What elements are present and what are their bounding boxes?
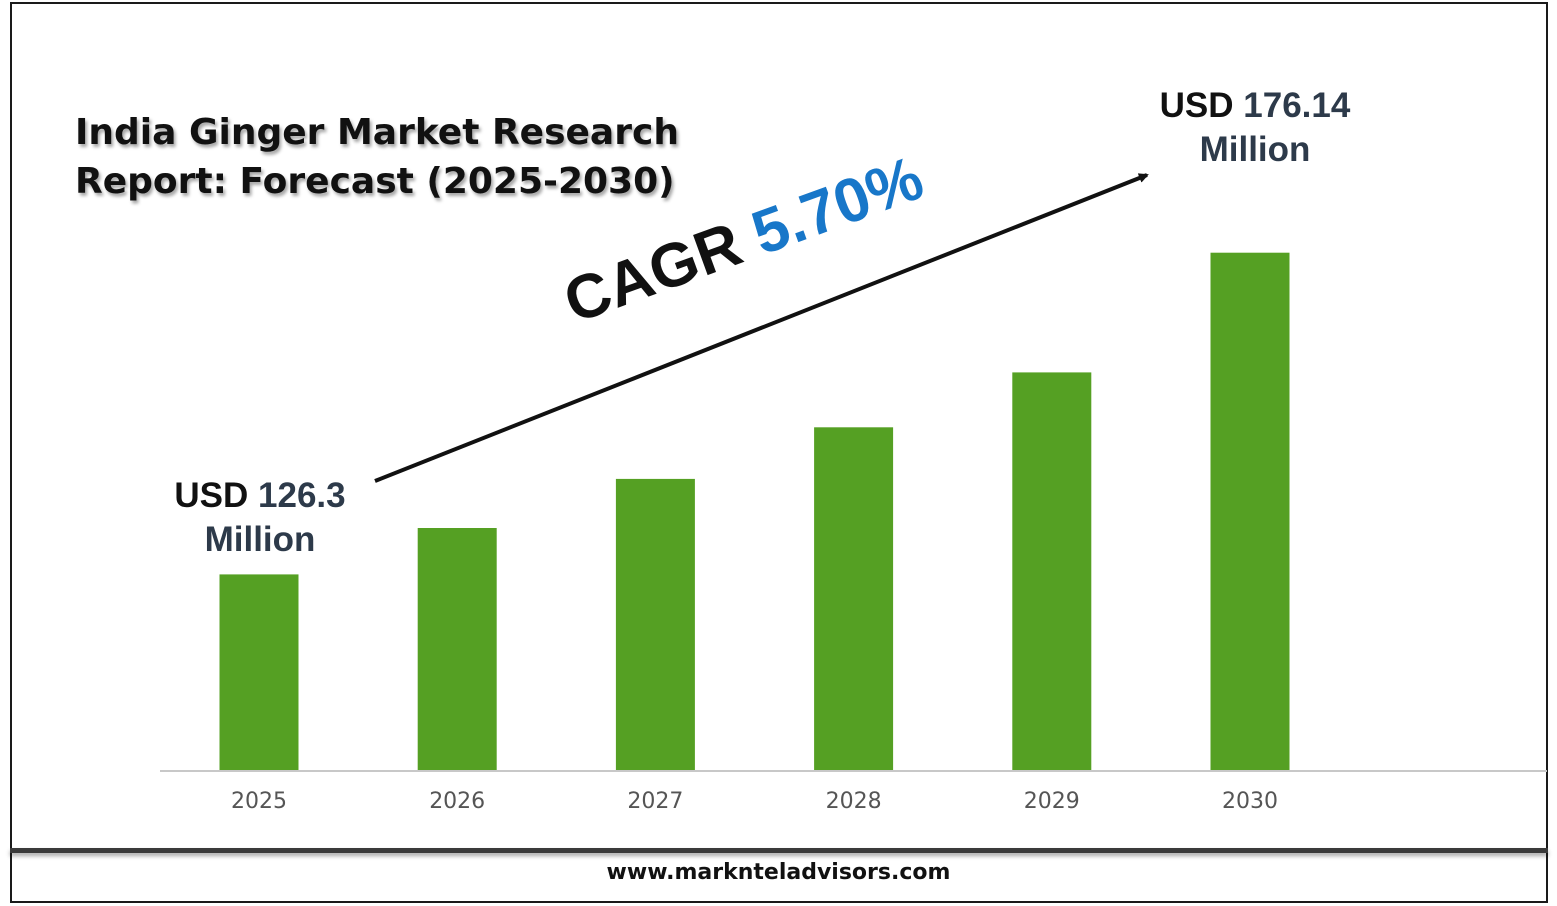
bar-2026: [417, 528, 497, 770]
start-value-unit: Million: [204, 520, 316, 559]
start-value-prefix: USD: [174, 476, 249, 515]
bar-2029: [1012, 372, 1092, 770]
cagr-trend-arrow: [374, 173, 1149, 483]
bar-2030: [1210, 252, 1290, 770]
x-tick-label-2027: 2027: [627, 789, 683, 814]
start-value-label: USD 126.3 Million: [150, 474, 370, 562]
end-value-number: 176.14: [1243, 86, 1351, 125]
chart-title: India Ginger Market Research Report: For…: [75, 112, 679, 202]
footer-website-url: www.marknteladvisors.com: [606, 860, 951, 885]
bar-2025: [219, 574, 299, 770]
x-tick-label-2026: 2026: [429, 789, 485, 814]
start-value-number: 126.3: [258, 476, 346, 515]
x-tick-label-2030: 2030: [1222, 789, 1278, 814]
x-tick-label-2028: 2028: [826, 789, 882, 814]
end-value-unit: Million: [1199, 130, 1311, 169]
bar-2028: [814, 427, 894, 770]
bar-2027: [615, 478, 695, 770]
x-tick-label-2029: 2029: [1024, 789, 1080, 814]
x-tick-label-2025: 2025: [231, 789, 287, 814]
end-value-prefix: USD: [1159, 86, 1234, 125]
end-value-label: USD 176.14 Million: [1135, 84, 1375, 172]
footer-divider: [10, 848, 1548, 853]
